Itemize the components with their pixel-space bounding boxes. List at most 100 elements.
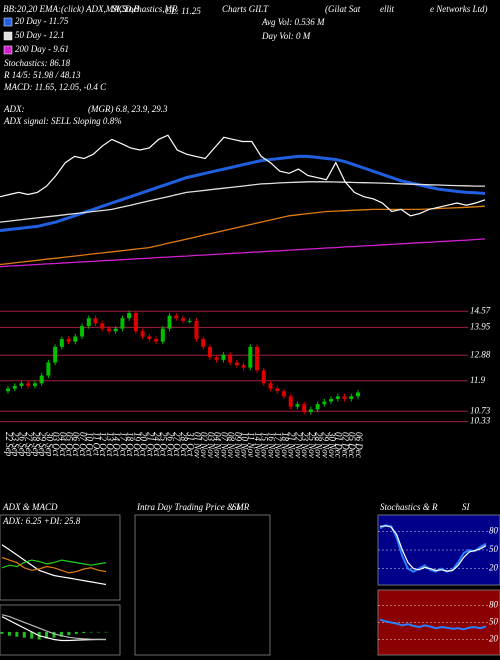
candle-body <box>194 320 199 340</box>
macd-bar <box>0 631 4 634</box>
x-tick-label: 25 Nov <box>307 432 317 458</box>
y-tick-label: 80 <box>489 525 499 535</box>
x-tick-label: 02 Nov <box>199 432 209 458</box>
candle-body <box>66 339 71 342</box>
header-text: e Networks Ltd) <box>430 4 488 14</box>
indicator-line <box>1 544 107 586</box>
x-tick-label: 22 Sep <box>4 432 14 457</box>
indicator-line <box>379 618 487 631</box>
x-tick-label: 23 Nov <box>300 432 310 458</box>
candle-body <box>322 401 327 405</box>
candle-body <box>248 346 253 368</box>
candle-body <box>342 396 347 399</box>
macd-bar <box>74 631 78 634</box>
candle-body <box>187 320 192 322</box>
macd-bar <box>59 631 63 637</box>
candle-body <box>261 370 266 384</box>
panel-title: SI <box>232 502 241 512</box>
candle-body <box>288 396 293 407</box>
x-tick-label: 30 Sep <box>44 431 54 457</box>
x-tick-label: 04 Oct <box>58 432 68 457</box>
indicator-line <box>379 525 487 572</box>
candle-body <box>100 323 105 329</box>
level-label: 10.73 <box>470 405 491 415</box>
header-text: (MGR) 6.8, 23.9, 29.3 <box>88 104 168 114</box>
candle-body <box>26 383 31 386</box>
x-tick-label: 10 Nov <box>240 432 250 458</box>
macd-bar <box>97 631 101 633</box>
candle-body <box>86 318 91 327</box>
candle-body <box>147 336 152 340</box>
x-tick-label: 14 Nov <box>253 432 263 458</box>
candle-body <box>329 398 334 402</box>
x-tick-label: 21 Nov <box>287 432 297 458</box>
candle-body <box>315 404 320 410</box>
x-tick-label: 30 Nov <box>327 431 337 458</box>
x-tick-label: 28 Oct <box>179 432 189 457</box>
header-text: R 14/5: 51.98 / 48.13 <box>3 70 81 80</box>
macd-bar <box>82 631 86 634</box>
x-tick-label: 17 Oct <box>118 432 128 457</box>
candle-body <box>140 331 145 337</box>
ma-line <box>0 238 486 268</box>
indicator-line <box>1 616 106 642</box>
candle-body <box>201 339 206 347</box>
panel-title: SI <box>462 502 471 512</box>
indicator-line <box>1 556 107 574</box>
header-text: ADX: <box>3 104 25 114</box>
indicator-line <box>1 614 107 641</box>
indicator-line <box>379 524 487 573</box>
header-text: (Gilat Sat <box>325 4 361 14</box>
header-text: Stochastics: 86.18 <box>4 58 70 68</box>
candle-body <box>349 396 354 399</box>
price-line <box>0 134 486 217</box>
x-tick-label: 14 Oct <box>112 432 122 457</box>
candle-body <box>133 313 138 332</box>
panel <box>134 514 271 656</box>
candle-body <box>46 362 51 376</box>
x-tick-label: 06 Oct <box>71 432 81 457</box>
candle-body <box>80 326 85 337</box>
candle-body <box>234 362 239 366</box>
x-tick-label: 03 Nov <box>206 432 216 458</box>
x-tick-label: 23 Sep <box>11 432 21 457</box>
x-tick-label: 06 Dec <box>354 432 364 458</box>
legend-label: 50 Day - 12.1 <box>15 30 65 40</box>
candle-body <box>167 315 172 329</box>
candle-body <box>19 383 24 386</box>
candle-body <box>295 404 300 407</box>
level-label: 12.88 <box>470 349 491 359</box>
ma-line <box>0 154 486 233</box>
header-text: Day Vol: 0 M <box>261 31 311 41</box>
candle-body <box>39 375 44 384</box>
x-tick-label: 10 Oct <box>85 432 95 457</box>
candle-body <box>255 346 260 371</box>
x-tick-label: 31 Oct <box>186 431 196 457</box>
candle-body <box>228 354 233 363</box>
level-label: 10.33 <box>470 416 491 426</box>
header-text: CL: 11.25 <box>165 6 201 16</box>
panel <box>0 604 121 656</box>
ma-line <box>0 181 485 223</box>
candle-body <box>53 346 58 363</box>
x-tick-label: 26 Oct <box>165 432 175 457</box>
x-tick-label: 04 Nov <box>213 432 223 458</box>
level-label: 11.9 <box>470 375 486 385</box>
panel-title: ADX & MACD <box>2 502 58 512</box>
header-text: SI,Stochastics,MR <box>112 4 178 14</box>
y-tick-label: 80 <box>489 599 499 609</box>
candle-body <box>241 365 246 368</box>
macd-bar <box>22 631 26 638</box>
x-tick-label: 27 Oct <box>172 432 182 457</box>
x-tick-label: 01 Dec <box>334 432 344 458</box>
x-tick-label: 07 Oct <box>78 432 88 457</box>
candle-body <box>120 318 125 329</box>
candle-body <box>6 388 10 392</box>
header-text: ellit <box>380 4 394 14</box>
level-label: 14.57 <box>470 305 491 315</box>
candle-body <box>127 313 132 319</box>
x-tick-label: 28 Sep <box>31 432 41 457</box>
candle-body <box>275 388 280 392</box>
candle-body <box>268 383 273 389</box>
